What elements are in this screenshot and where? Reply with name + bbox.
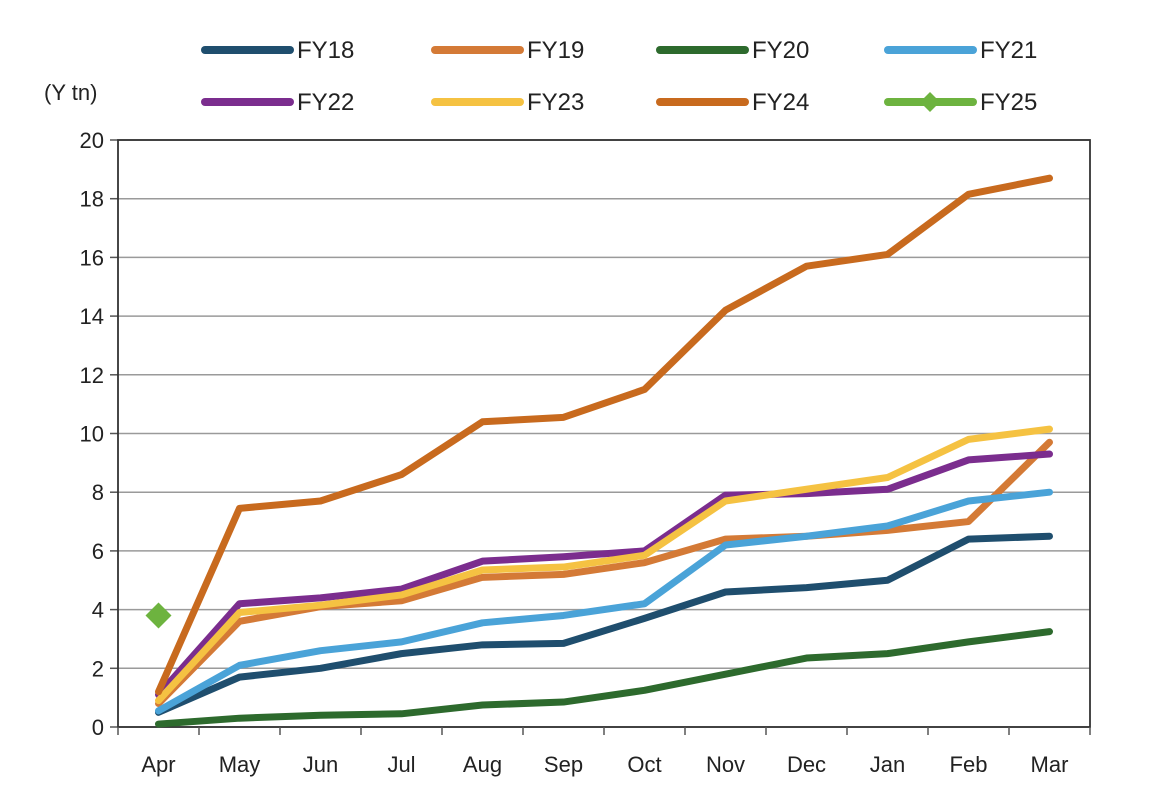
legend-label-fy22: FY22 [297,89,354,116]
y-tick-label: 10 [80,422,104,447]
grid-lines [118,139,1090,728]
series-line-fy24 [155,174,1053,696]
y-tick-label: 8 [92,480,104,505]
y-tick-label: 6 [92,539,104,564]
x-tick-label: Apr [141,752,175,777]
legend-label-fy19: FY19 [527,37,584,64]
data-point-fy25 [145,602,172,629]
series-line-fy20 [155,628,1053,728]
x-tick-label: Mar [1031,752,1069,777]
x-tick-label: Feb [950,752,988,777]
series-line-fy23 [155,425,1053,705]
y-tick-label: 16 [80,245,104,270]
series-line-fy21 [155,488,1053,715]
x-tick-label: Sep [544,752,583,777]
x-tick-label: Aug [463,752,502,777]
x-tick-label: Jun [303,752,338,777]
y-tick-label: 20 [80,128,104,153]
y-tick-label: 14 [80,304,104,329]
x-tick-label: Jan [870,752,905,777]
axes: 0 2 4 6 8 10 12 14 16 18 20 Apr May Jun Jul Aug Sep Oct No… [80,128,1091,777]
x-tick-label: Dec [787,752,826,777]
y-axis-label: (Y tn) [44,80,97,105]
legend-label-fy23: FY23 [527,89,584,116]
series-line-fy18 [155,532,1053,716]
x-tick-label: Oct [627,752,661,777]
y-tick-label: 18 [80,187,104,212]
legend-label-fy25: FY25 [980,89,1037,116]
x-tick-label: May [219,752,261,777]
legend-label-fy21: FY21 [980,37,1037,64]
x-tick-label: Nov [706,752,745,777]
legend-marker-fy25 [920,92,940,112]
series-lines [145,174,1053,728]
legend-label-fy18: FY18 [297,37,354,64]
y-tick-label: 4 [92,598,104,623]
y-tick-label: 12 [80,363,104,388]
series-line-fy22 [155,450,1053,699]
y-tick-label: 2 [92,656,104,681]
legend-label-fy24: FY24 [752,89,809,116]
legend-label-fy20: FY20 [752,37,809,64]
x-tick-label: Jul [387,752,415,777]
legend: FY18 FY19 FY20 FY21 FY22 FY23 FY24 FY25 [201,37,1037,116]
y-tick-label: 0 [92,715,104,740]
